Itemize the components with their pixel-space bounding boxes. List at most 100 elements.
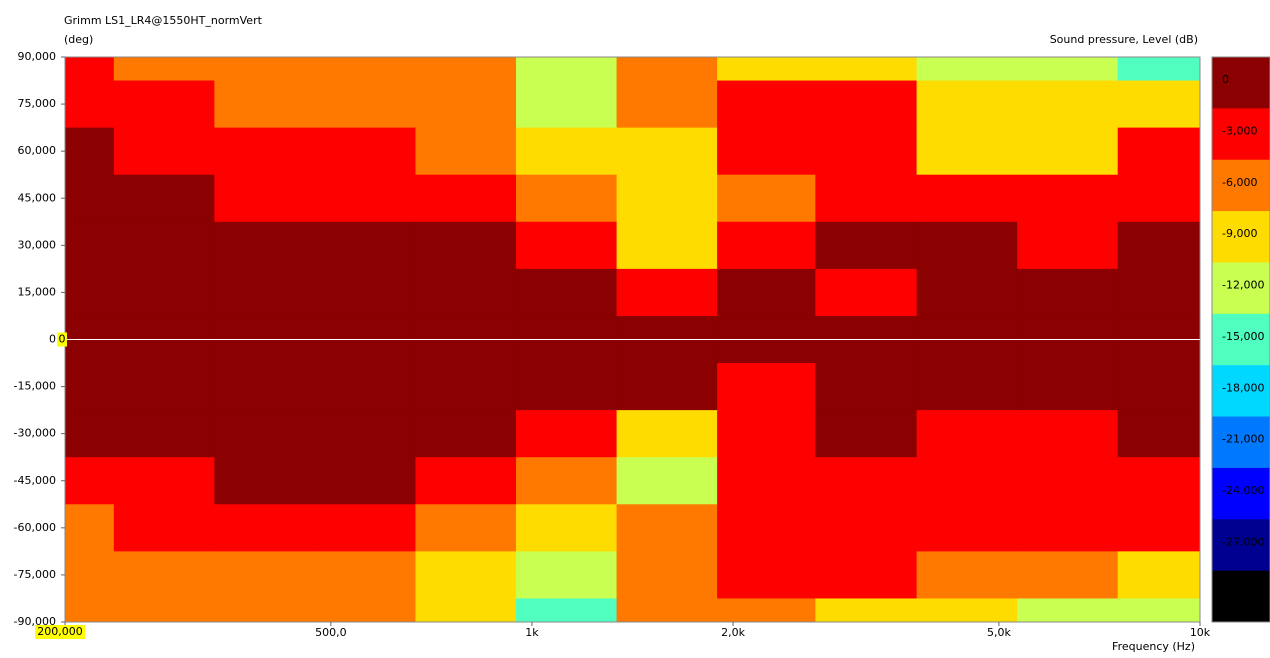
level-cell [616, 174, 718, 223]
colorbar-band [1212, 416, 1270, 469]
level-cell [314, 127, 416, 176]
colorbar-label: -30,000 [1222, 587, 1264, 600]
level-cell [1017, 127, 1119, 176]
contour-field [65, 57, 1200, 622]
level-cell [65, 551, 115, 599]
level-cell [415, 551, 517, 599]
level-cell [815, 551, 918, 599]
level-cell [65, 457, 115, 505]
level-cell [516, 174, 618, 223]
level-cell [815, 221, 918, 270]
level-cell [616, 127, 718, 176]
y-tick-label: 60,000 [18, 144, 57, 157]
level-cell [815, 363, 918, 411]
level-cell [1117, 504, 1200, 552]
colorbar-band [1212, 519, 1270, 572]
level-cell [717, 174, 816, 223]
level-cell [516, 410, 618, 458]
level-cell [113, 57, 215, 82]
level-cell [1117, 363, 1200, 411]
level-cell [1017, 457, 1119, 505]
level-cell [415, 268, 517, 317]
level-cell [415, 57, 517, 82]
level-cell [113, 221, 215, 270]
level-cell [516, 268, 618, 317]
level-cell [516, 80, 618, 129]
level-cell [916, 457, 1018, 505]
x-tick-label: 500,0 [315, 626, 347, 639]
y-tick-label: -60,000 [14, 521, 56, 534]
colorbar-label: -27,000 [1222, 535, 1264, 548]
y-tick-label: -90,000 [14, 615, 56, 628]
x-axis-label: Frequency (Hz) [1112, 640, 1195, 653]
y-tick-label: -30,000 [14, 427, 56, 440]
level-cell [916, 127, 1018, 176]
level-cell [616, 551, 718, 599]
y-tick-label: 0 [49, 333, 56, 346]
y-tick-label: 15,000 [18, 285, 57, 298]
cursor-x-box [35, 625, 85, 639]
level-cell [65, 127, 115, 176]
level-cell [815, 80, 918, 129]
level-cell [516, 127, 618, 176]
level-cell [65, 268, 115, 317]
level-cell [916, 598, 1018, 622]
level-cell [314, 80, 416, 129]
level-cell [815, 268, 918, 317]
y-tick-label: -45,000 [14, 474, 56, 487]
level-cell [113, 127, 215, 176]
level-cell [1017, 551, 1119, 599]
chart-title: Grimm LS1_LR4@1550HT_normVert [64, 14, 263, 27]
level-cell [516, 363, 618, 411]
level-cell [717, 221, 816, 270]
level-cell [415, 363, 517, 411]
level-cell [65, 504, 115, 552]
level-cell [717, 57, 816, 82]
x-tick-label: 10k [1190, 626, 1211, 639]
colorbar-band [1212, 57, 1270, 109]
cursor-y-box [57, 332, 67, 347]
level-cell [214, 457, 316, 505]
level-cell [815, 57, 918, 82]
y-axis-label: (deg) [64, 33, 93, 46]
level-cell [214, 363, 316, 411]
colorbar-label: -3,000 [1222, 124, 1257, 137]
level-cell [214, 221, 316, 270]
colorbar-label: -12,000 [1222, 279, 1264, 292]
level-cell [113, 174, 215, 223]
colorbar-band [1212, 262, 1270, 315]
level-cell [815, 174, 918, 223]
level-cell [916, 504, 1018, 552]
level-cell [616, 80, 718, 129]
colorbar-label: Sound pressure, Level (dB) [1050, 33, 1198, 46]
level-cell [1017, 221, 1119, 270]
level-cell [65, 363, 115, 411]
colorbar-label: -18,000 [1222, 381, 1264, 394]
level-cell [1117, 80, 1200, 129]
level-cell [314, 268, 416, 317]
level-cell [616, 598, 718, 622]
colorbar-label: -9,000 [1222, 227, 1257, 240]
level-cell [415, 80, 517, 129]
level-cell [1017, 598, 1119, 622]
level-cell [113, 268, 215, 317]
level-cell [214, 598, 316, 622]
level-cell [314, 551, 416, 599]
level-cell [516, 57, 618, 82]
level-cell [65, 80, 115, 129]
level-cell [113, 551, 215, 599]
colorbar-band [1212, 467, 1270, 520]
level-cell [1117, 410, 1200, 458]
y-tick-label: 30,000 [18, 238, 57, 251]
colorbar-label: -21,000 [1222, 433, 1264, 446]
level-cell [415, 127, 517, 176]
level-cell [314, 457, 416, 505]
level-cell [616, 57, 718, 82]
level-cell [415, 174, 517, 223]
colorbar-label: 0 [1222, 73, 1229, 86]
level-cell [214, 127, 316, 176]
level-cell [717, 598, 816, 622]
colorbar-band [1212, 365, 1270, 418]
